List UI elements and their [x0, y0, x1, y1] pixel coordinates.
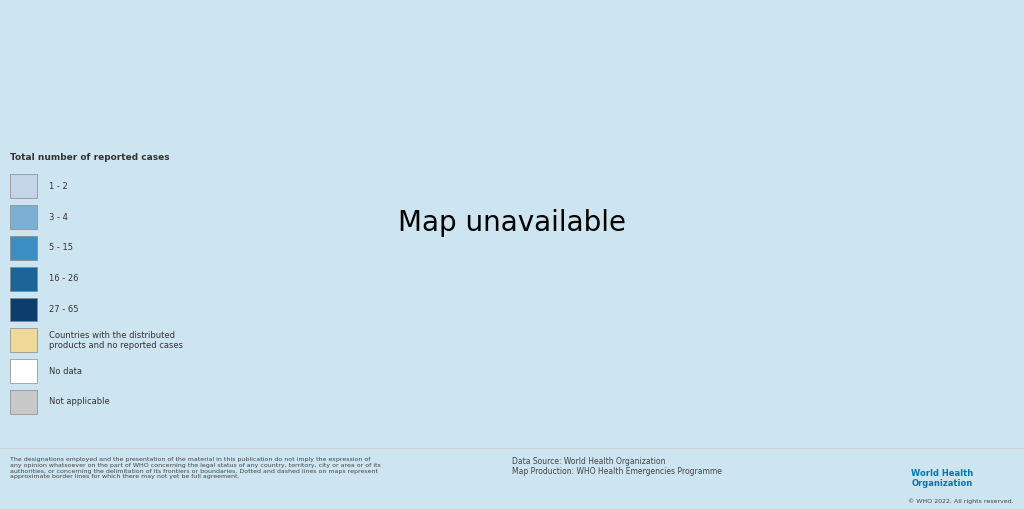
Text: © WHO 2022. All rights reserved.: © WHO 2022. All rights reserved.	[908, 498, 1014, 504]
Text: Map unavailable: Map unavailable	[398, 209, 626, 237]
Text: Countries with the distributed
products and no reported cases: Countries with the distributed products …	[48, 330, 182, 350]
FancyBboxPatch shape	[10, 267, 37, 291]
FancyBboxPatch shape	[10, 298, 37, 321]
Text: World Health
Organization: World Health Organization	[910, 469, 973, 488]
FancyBboxPatch shape	[10, 328, 37, 352]
Text: The designations employed and the presentation of the material in this publicati: The designations employed and the presen…	[10, 457, 381, 479]
Text: No data: No data	[48, 366, 82, 376]
Text: 1 - 2: 1 - 2	[48, 182, 68, 191]
Text: 27 - 65: 27 - 65	[48, 305, 78, 314]
Text: Not applicable: Not applicable	[48, 398, 110, 406]
Text: 5 - 15: 5 - 15	[48, 243, 73, 252]
FancyBboxPatch shape	[10, 359, 37, 383]
Text: Data Source: World Health Organization
Map Production: WHO Health Emergencies Pr: Data Source: World Health Organization M…	[512, 457, 722, 476]
FancyBboxPatch shape	[10, 205, 37, 229]
FancyBboxPatch shape	[10, 175, 37, 198]
Text: 16 - 26: 16 - 26	[48, 274, 78, 283]
Text: 3 - 4: 3 - 4	[48, 213, 68, 221]
Text: Total number of reported cases: Total number of reported cases	[10, 153, 170, 162]
FancyBboxPatch shape	[10, 236, 37, 260]
FancyBboxPatch shape	[10, 390, 37, 414]
